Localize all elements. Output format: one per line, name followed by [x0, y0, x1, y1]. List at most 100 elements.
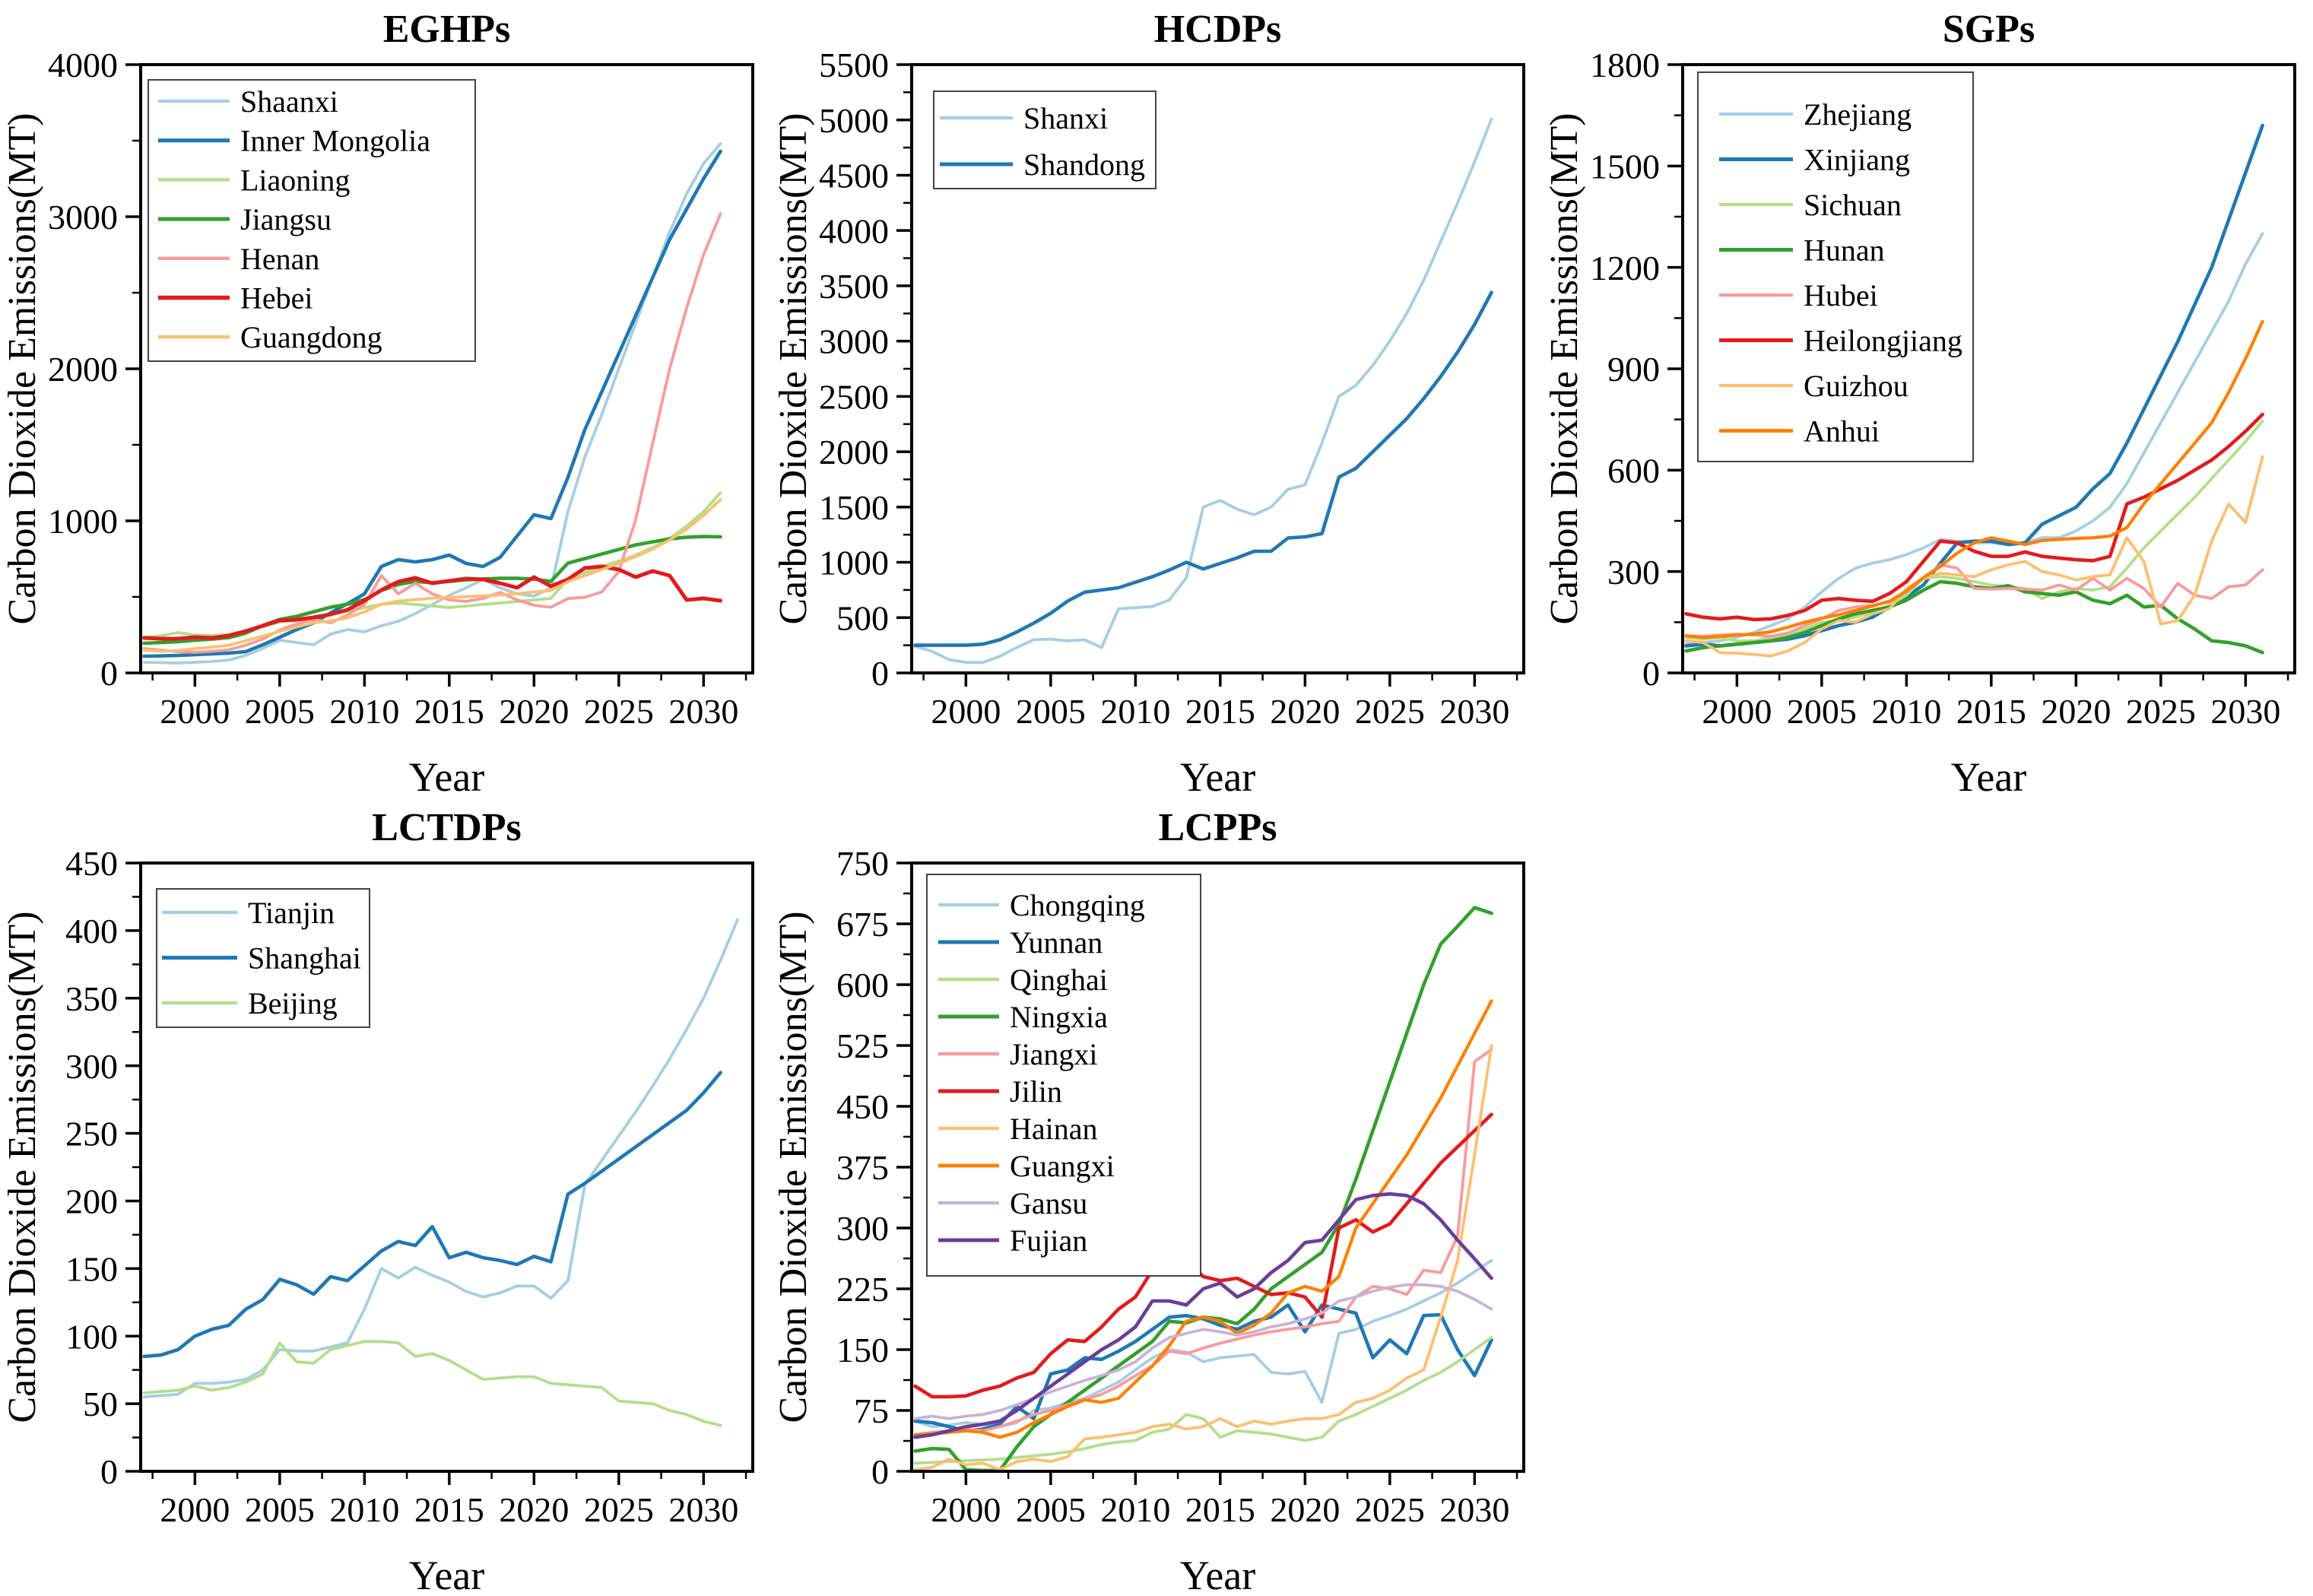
y-tick-label: 525: [836, 1026, 889, 1065]
legend-label-inner-mongolia: Inner Mongolia: [240, 124, 430, 158]
x-tick-label: 2005: [1016, 692, 1086, 731]
series-line-henan: [142, 212, 722, 654]
series-line-liaoning: [142, 491, 722, 639]
x-tick-label: 2015: [1185, 692, 1255, 731]
y-tick-label: 1800: [1590, 46, 1660, 84]
x-axis-label: Year: [1180, 1553, 1256, 1596]
y-tick-label: 1000: [48, 502, 118, 541]
y-axis-label: Carbon Dioxide Emissions(MT): [772, 113, 815, 624]
x-tick-label: 2030: [2210, 692, 2280, 731]
x-tick-label: 2000: [160, 1490, 230, 1529]
legend-label-beijing: Beijing: [248, 986, 338, 1020]
series-line-jilin: [913, 1112, 1493, 1399]
x-tick-label: 2005: [245, 1490, 315, 1529]
legend-label-jiangxi: Jiangxi: [1010, 1037, 1098, 1071]
x-tick-label: 2030: [1439, 692, 1509, 731]
y-tick-label: 0: [100, 1452, 118, 1491]
chart-title: EGHPs: [383, 8, 511, 51]
chart-canvas-hcdps: 0 500 1000 1500 2000 2500 3000 3500 4000 4500 5000…: [772, 8, 1525, 798]
y-tick-label: 3500: [819, 267, 889, 306]
legend-label-hainan: Hainan: [1010, 1112, 1098, 1146]
x-tick-label: 2025: [2126, 692, 2196, 731]
legend-label-hubei: Hubei: [1804, 278, 1878, 313]
x-axis-label: Year: [409, 1553, 485, 1596]
y-tick-label: 4000: [819, 211, 889, 250]
y-tick-label: 600: [836, 966, 889, 1004]
y-tick-label: 450: [65, 844, 118, 883]
y-tick-label: 5000: [819, 101, 889, 140]
y-tick-label: 1500: [1590, 147, 1660, 186]
y-tick-label: 0: [100, 654, 118, 693]
y-tick-label: 900: [1607, 350, 1660, 389]
legend-label-sichuan: Sichuan: [1804, 188, 1902, 222]
chart-canvas-lctdps: 0 50 100 150 200 250 300 350 400 450 2000 2005 2010 2…: [1, 806, 754, 1596]
y-tick-label: 1500: [819, 488, 889, 527]
y-tick-label: 0: [1642, 654, 1660, 693]
legend-label-shandong: Shandong: [1023, 148, 1145, 182]
y-axis-label: Carbon Dioxide Emissions(MT): [1543, 113, 1586, 624]
x-tick-label: 2025: [1355, 1490, 1425, 1529]
x-tick-label: 2010: [1100, 1490, 1170, 1529]
x-axis-label: Year: [1951, 754, 2027, 798]
series-line-tianjin: [142, 918, 739, 1399]
legend-box: [1697, 71, 1974, 462]
series-line-guangdong: [142, 498, 722, 653]
x-tick-label: 2030: [668, 1490, 738, 1529]
y-tick-label: 4500: [819, 157, 889, 195]
y-tick-label: 200: [65, 1182, 118, 1221]
legend-label-zhejiang: Zhejiang: [1804, 97, 1912, 132]
y-tick-label: 750: [836, 844, 889, 883]
series-line-shanxi: [913, 117, 1493, 665]
x-axis-label: Year: [409, 754, 485, 798]
legend-label-guizhou: Guizhou: [1804, 369, 1908, 403]
series-line-shandong: [913, 290, 1493, 647]
legend-label-hebei: Hebei: [240, 281, 313, 316]
x-tick-label: 2030: [1439, 1490, 1509, 1529]
series-line-inner-mongolia: [142, 149, 722, 658]
y-tick-label: 0: [871, 654, 889, 693]
x-tick-label: 2010: [1100, 692, 1170, 731]
x-tick-label: 2015: [414, 692, 484, 731]
y-axis-label: Carbon Dioxide Emissions(MT): [1, 911, 44, 1423]
y-tick-label: 350: [65, 979, 118, 1018]
chart-panel-5: 0 75 150 225 300 375 450 525 600 675 750 2000 2005 20…: [771, 798, 1542, 1596]
series-line-guizhou: [1684, 455, 2264, 658]
x-tick-label: 2000: [931, 692, 1001, 731]
y-tick-label: 4000: [48, 46, 118, 84]
series-line-hubei: [1684, 563, 2264, 638]
x-tick-label: 2000: [931, 1490, 1001, 1529]
y-tick-label: 250: [65, 1115, 118, 1153]
x-tick-label: 2005: [245, 692, 315, 731]
y-tick-label: 2000: [819, 433, 889, 471]
chart-canvas-sgps: 0 300 600 900 1200 1500 1800 2000 2005 2010 2015 20…: [1543, 8, 2296, 798]
y-tick-label: 300: [65, 1047, 118, 1086]
legend-label-guangxi: Guangxi: [1010, 1149, 1115, 1183]
legend-label-jilin: Jilin: [1010, 1074, 1062, 1109]
series-line-jiangsu: [142, 535, 722, 646]
y-tick-label: 75: [854, 1391, 889, 1430]
legend-label-jiangsu: Jiangsu: [240, 202, 332, 236]
y-axis-label: Carbon Dioxide Emissions(MT): [772, 911, 815, 1423]
series-line-fujian: [913, 1191, 1493, 1439]
y-tick-label: 375: [836, 1148, 889, 1187]
x-tick-label: 2020: [1270, 1490, 1340, 1529]
series-line-jiangxi: [913, 1048, 1493, 1436]
legend-label-shanxi: Shanxi: [1023, 101, 1108, 135]
y-tick-label: 0: [871, 1452, 889, 1491]
legend-label-chongqing: Chongqing: [1010, 888, 1145, 922]
x-tick-label: 2005: [1787, 692, 1857, 731]
series-line-hainan: [913, 1044, 1493, 1471]
y-tick-label: 5500: [819, 46, 889, 84]
x-tick-label: 2010: [329, 1490, 399, 1529]
series-line-guangxi: [913, 999, 1493, 1439]
chart-panel-3: 0 300 600 900 1200 1500 1800 2000 2005 2010 2015 20…: [1542, 0, 2313, 798]
legend-box: [933, 90, 1156, 189]
x-tick-label: 2005: [1016, 1490, 1086, 1529]
x-tick-label: 2020: [2041, 692, 2111, 731]
y-tick-label: 150: [65, 1249, 118, 1288]
x-axis-label: Year: [1180, 754, 1256, 798]
legend-label-xinjiang: Xinjiang: [1804, 143, 1910, 177]
x-tick-label: 2030: [668, 692, 738, 731]
series-line-yunnan: [913, 1303, 1493, 1433]
